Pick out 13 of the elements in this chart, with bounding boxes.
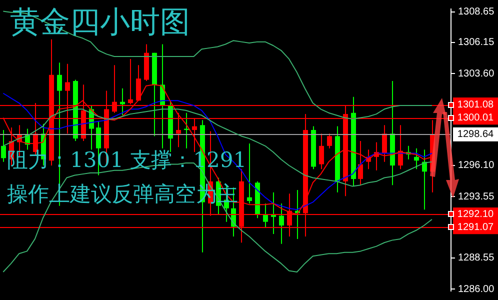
- y-tick-label: 1308.65: [458, 6, 495, 18]
- ref-line-label: 1300.01: [457, 112, 494, 124]
- y-tick-label: 1286.00: [458, 284, 495, 295]
- y-tick-label: 1296.10: [458, 160, 495, 172]
- ref-line-label: 1301.08: [457, 99, 494, 110]
- ref-line-label: 1292.10: [457, 209, 494, 220]
- ref-line-label: 1291.07: [457, 222, 494, 233]
- y-tick-label: 1303.60: [458, 68, 495, 80]
- candlestick: [247, 143, 252, 204]
- y-tick-label: 1288.55: [458, 252, 495, 264]
- y-tick-label: 1306.15: [458, 37, 495, 48]
- y-tick-label: 1293.55: [458, 191, 495, 202]
- ref-line-label: 1298.64: [457, 129, 494, 140]
